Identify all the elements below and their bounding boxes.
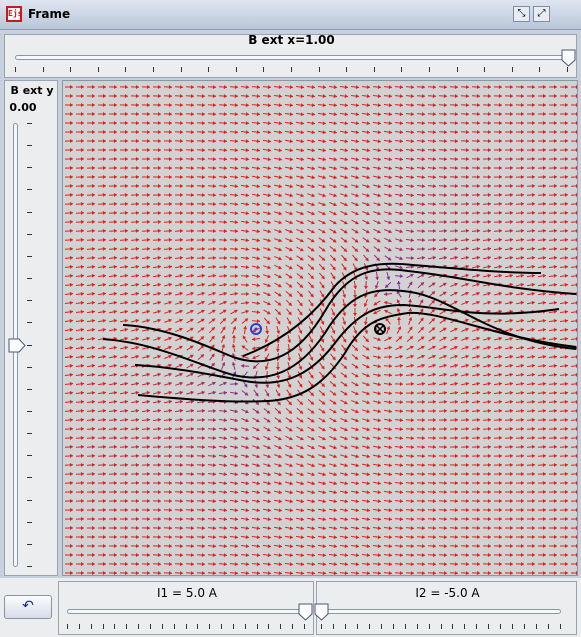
- ejs-app-icon: Ejs: [6, 6, 22, 22]
- bext-y-thumb[interactable]: [8, 338, 26, 353]
- i1-ticks: [67, 624, 305, 630]
- bext-x-ticks: [15, 67, 568, 73]
- i1-thumb[interactable]: [298, 603, 313, 621]
- reset-button[interactable]: ↶: [4, 595, 52, 619]
- bext-x-panel: B ext x=1.00: [4, 33, 577, 78]
- i1-panel: I1 = 5.0 A: [58, 581, 314, 635]
- i2-panel: I2 = -5.0 A: [314, 581, 577, 635]
- field-arrows: [64, 85, 580, 576]
- i2-title: I2 = -5.0 A: [415, 586, 480, 600]
- bext-y-ticks: [27, 123, 33, 567]
- bext-x-track[interactable]: [15, 55, 568, 60]
- window-title: Frame: [28, 7, 71, 21]
- maximize-icon[interactable]: ⤢: [533, 6, 550, 22]
- bext-y-title: B ext y: [10, 84, 54, 97]
- i2-track[interactable]: [321, 609, 561, 614]
- magnetic-field-view[interactable]: [62, 80, 580, 576]
- field-line: [122, 268, 577, 363]
- field-line: [242, 262, 542, 357]
- i2-thumb[interactable]: [314, 603, 329, 621]
- restore-icon[interactable]: ⤡: [513, 6, 530, 22]
- i1-track[interactable]: [67, 609, 305, 614]
- bext-x-title: B ext x=1.00: [248, 33, 335, 47]
- bottom-panel: ↶ I1 = 5.0 A I2 = -5.0 A: [0, 578, 581, 637]
- bext-y-value: 0.00: [9, 101, 37, 114]
- bext-x-thumb[interactable]: [561, 49, 576, 67]
- wire-1-out-symbol[interactable]: [250, 323, 262, 335]
- window-titlebar: Ejs Frame ⤡ ⤢: [0, 0, 581, 30]
- bext-y-panel: B ext y 0.00: [4, 80, 58, 576]
- field-line: [137, 311, 577, 403]
- wire-2-in-symbol[interactable]: [374, 323, 386, 335]
- i1-title: I1 = 5.0 A: [157, 586, 217, 600]
- field-canvas: [64, 85, 580, 576]
- i2-ticks: [321, 624, 561, 630]
- field-line: [134, 303, 560, 384]
- undo-icon: ↶: [22, 598, 34, 614]
